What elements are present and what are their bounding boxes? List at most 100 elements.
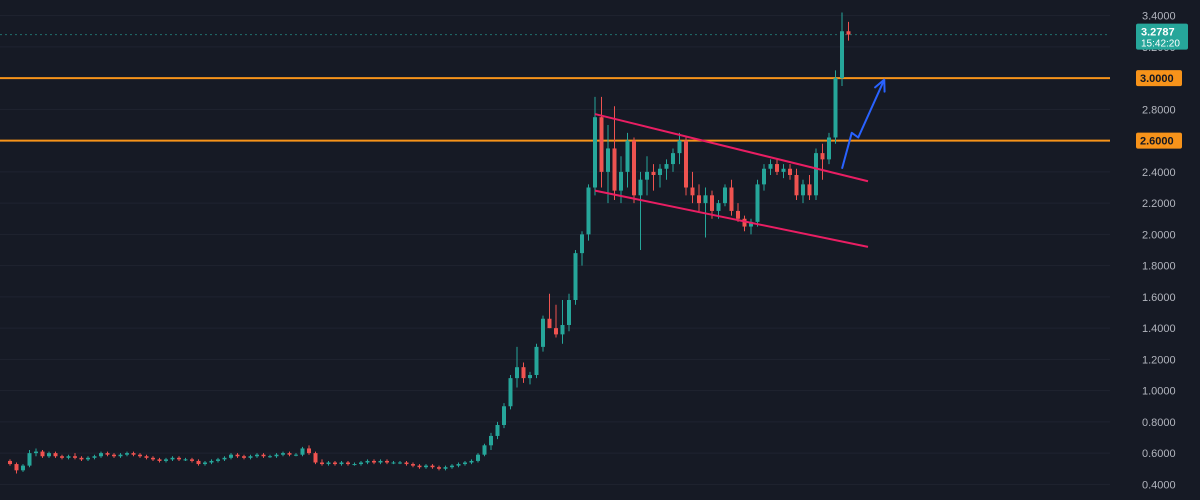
y-tick-label: 2.2000 bbox=[1142, 198, 1176, 210]
candle-body bbox=[794, 175, 799, 196]
candle-body bbox=[768, 164, 773, 169]
candle-body bbox=[40, 451, 45, 457]
candle-body bbox=[294, 454, 298, 456]
candle-body bbox=[573, 253, 578, 300]
projection-arrow[interactable] bbox=[841, 79, 886, 170]
candle-body bbox=[833, 78, 838, 138]
candle-body bbox=[307, 448, 311, 454]
level-price-tag bbox=[1136, 70, 1182, 87]
level-price-tag bbox=[1136, 132, 1182, 149]
candle-body bbox=[846, 31, 851, 35]
candle-body bbox=[313, 453, 318, 463]
candle-body bbox=[567, 300, 571, 325]
candle-body bbox=[703, 195, 708, 204]
candle-body bbox=[99, 453, 103, 457]
candle-body bbox=[346, 462, 350, 465]
candle-body bbox=[339, 462, 344, 465]
candle-body bbox=[495, 425, 500, 436]
candle-body bbox=[131, 453, 136, 455]
y-tick-label: 0.6000 bbox=[1142, 448, 1176, 460]
candle-body bbox=[53, 453, 58, 457]
candle-body bbox=[684, 140, 688, 188]
candle-body bbox=[21, 465, 25, 471]
candle-body bbox=[125, 453, 129, 455]
price-axis-ticks: 0.4000 0.6000 0.8000 1.0000 1.2000 1.4000 1.60… bbox=[1142, 11, 1176, 492]
candle-body bbox=[677, 140, 682, 154]
candle-body bbox=[281, 453, 285, 455]
y-tick-label: 0.4000 bbox=[1142, 479, 1176, 491]
candle-body bbox=[216, 459, 220, 461]
candle-body bbox=[820, 153, 825, 160]
candle-body bbox=[690, 187, 695, 196]
candle-body bbox=[521, 367, 526, 379]
candle-body bbox=[599, 117, 604, 172]
candle-body bbox=[560, 325, 565, 335]
channel-upper-line[interactable] bbox=[594, 113, 869, 183]
candle-body bbox=[749, 221, 753, 227]
candle-body bbox=[742, 218, 747, 227]
last-price-tag bbox=[1136, 23, 1188, 50]
candle-body bbox=[593, 117, 597, 188]
candle-body bbox=[27, 453, 32, 466]
y-tick-label: 2.0000 bbox=[1142, 229, 1176, 241]
channel-lower-line[interactable] bbox=[594, 189, 869, 248]
candle-body bbox=[534, 346, 539, 375]
candle-body bbox=[118, 454, 123, 457]
candle-body bbox=[528, 375, 532, 379]
candle-body bbox=[671, 153, 675, 165]
drawings bbox=[594, 78, 886, 248]
candle-body bbox=[151, 457, 155, 460]
candle-body bbox=[619, 171, 623, 191]
candle-body bbox=[463, 462, 467, 465]
candle-body bbox=[170, 457, 175, 460]
y-tick-label: 0.8000 bbox=[1142, 417, 1176, 429]
candle-body bbox=[827, 137, 831, 160]
candle-body bbox=[398, 462, 402, 464]
candle-body bbox=[79, 457, 84, 460]
candle-body bbox=[729, 187, 734, 211]
candle-body bbox=[352, 464, 357, 466]
candle-body bbox=[203, 462, 207, 465]
candle-body bbox=[437, 467, 441, 469]
candle-body bbox=[177, 457, 181, 460]
candle-body bbox=[417, 465, 422, 468]
candle-body bbox=[788, 168, 792, 175]
candle-body bbox=[222, 457, 227, 460]
candle-body bbox=[112, 454, 116, 457]
candle-body bbox=[814, 153, 818, 196]
level-price-label: 3.0000 bbox=[1140, 73, 1174, 85]
last-price-label: 3.2787 bbox=[1141, 27, 1175, 39]
candle-body bbox=[60, 456, 64, 458]
candle-body bbox=[164, 459, 168, 461]
y-tick-label: 3.4000 bbox=[1142, 11, 1176, 23]
candle-body bbox=[144, 456, 149, 458]
candle-body bbox=[840, 31, 844, 79]
candle-body bbox=[73, 456, 77, 458]
candle-body bbox=[508, 378, 513, 407]
candle-body bbox=[710, 195, 714, 211]
candle-body bbox=[762, 168, 766, 185]
candle-body bbox=[580, 234, 584, 254]
candle-body bbox=[482, 445, 487, 455]
candle-body bbox=[365, 460, 370, 463]
candle-body bbox=[326, 462, 331, 465]
candle-body bbox=[242, 456, 246, 458]
candle-body bbox=[697, 195, 701, 204]
candle-body bbox=[391, 462, 396, 464]
candle-body bbox=[658, 168, 662, 175]
candle-body bbox=[554, 328, 558, 335]
candle-body bbox=[138, 454, 142, 457]
candle-body bbox=[92, 456, 97, 458]
candle-body bbox=[261, 454, 266, 457]
candle-body bbox=[333, 462, 337, 465]
candle-body bbox=[723, 187, 727, 204]
candle-body bbox=[255, 454, 259, 457]
candle-body bbox=[515, 367, 519, 379]
level-price-label: 2.6000 bbox=[1140, 136, 1174, 148]
candle-body bbox=[8, 460, 12, 465]
candle-body bbox=[775, 164, 779, 172]
